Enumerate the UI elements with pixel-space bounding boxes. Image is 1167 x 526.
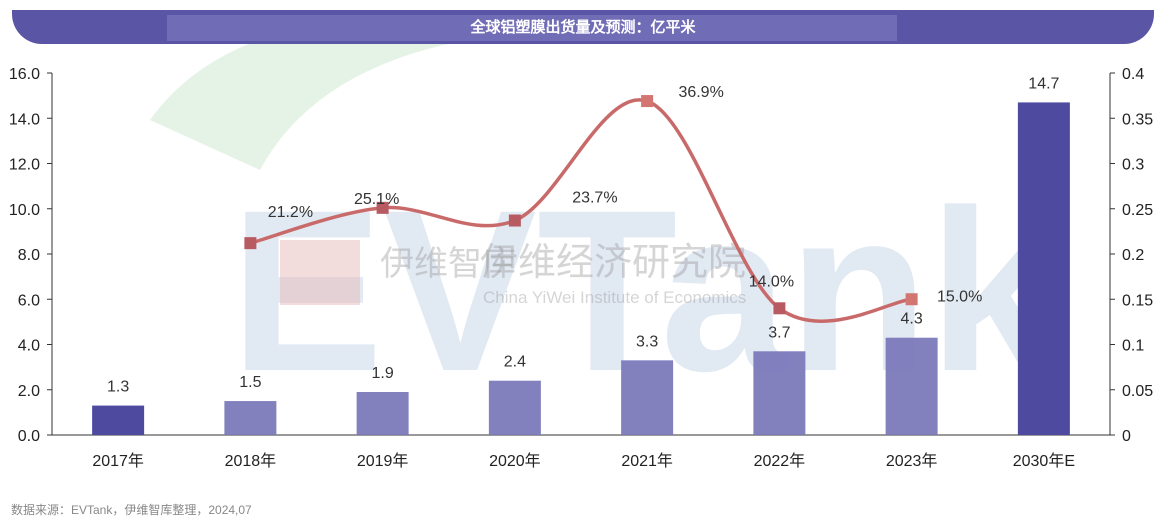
left-tick-label: 2.0 (18, 383, 40, 400)
bar (224, 401, 277, 435)
left-tick-label: 4.0 (18, 338, 40, 355)
x-tick-label: 2030年E (1013, 452, 1075, 470)
left-tick-label: 12.0 (9, 157, 40, 174)
bar (488, 380, 541, 435)
line-marker (376, 201, 389, 214)
line-value-label: 23.7% (572, 190, 617, 207)
left-tick-label: 16.0 (9, 66, 40, 83)
watermark-en: China YiWei Institute of Economics (483, 288, 746, 307)
right-tick-label: 0.1 (1122, 338, 1144, 355)
title-bar: 全球铝塑膜出货量及预测：亿平米 (12, 10, 1154, 44)
x-tick-label: 2022年 (754, 452, 806, 470)
right-tick-label: 0 (1122, 428, 1131, 445)
bar (1017, 102, 1070, 435)
x-tick-label: 2023年 (886, 452, 938, 470)
x-tick-label: 2021年 (621, 452, 673, 470)
bar (92, 405, 145, 435)
watermark-cn: 伊维经济研究院 (480, 242, 746, 284)
right-tick-label: 0.4 (1122, 66, 1144, 83)
bar-value-label: 3.7 (768, 324, 790, 341)
left-tick-label: 10.0 (9, 202, 40, 219)
x-tick-label: 2018年 (225, 452, 277, 470)
left-tick-label: 6.0 (18, 292, 40, 309)
right-tick-label: 0.05 (1122, 383, 1153, 400)
bar-value-label: 1.3 (107, 379, 129, 396)
bar-value-label: 1.9 (372, 365, 394, 382)
line-value-label: 25.1% (354, 191, 399, 208)
left-tick-label: 14.0 (9, 111, 40, 128)
right-tick-label: 0.3 (1122, 157, 1144, 174)
right-tick-label: 0.15 (1122, 292, 1153, 309)
line-marker (508, 214, 521, 227)
right-tick-label: 0.35 (1122, 111, 1153, 128)
bar-value-label: 1.5 (239, 374, 261, 391)
line-value-label: 14.0% (749, 273, 794, 290)
left-tick-label: 8.0 (18, 247, 40, 264)
line-marker (905, 293, 918, 306)
right-tick-label: 0.2 (1122, 247, 1144, 264)
line-marker (244, 237, 257, 250)
chart-title: 全球铝塑膜出货量及预测：亿平米 (470, 18, 696, 36)
right-tick-label: 0.25 (1122, 202, 1153, 219)
bar-value-label: 4.3 (901, 311, 923, 328)
line-value-label: 21.2% (268, 204, 313, 221)
bar-value-label: 2.4 (504, 354, 526, 371)
source-note: 数据来源：EVTank，伊维智库整理，2024,07 (11, 503, 252, 517)
line-marker (641, 95, 654, 108)
bar-value-label: 14.7 (1028, 75, 1059, 92)
line-value-label: 15.0% (937, 288, 982, 305)
bar (621, 360, 674, 435)
bar (753, 351, 806, 435)
left-tick-label: 0.0 (18, 428, 40, 445)
line-marker (773, 302, 786, 315)
bar (356, 392, 409, 435)
bar (885, 337, 938, 435)
watermark-short: 伊维智库 (380, 245, 516, 283)
x-tick-label: 2020年 (489, 452, 541, 470)
x-tick-label: 2019年 (357, 452, 409, 470)
bar-value-label: 3.3 (636, 333, 658, 350)
growth-line (249, 98, 912, 323)
x-tick-label: 2017年 (92, 452, 144, 470)
line-value-label: 36.9% (678, 84, 723, 101)
